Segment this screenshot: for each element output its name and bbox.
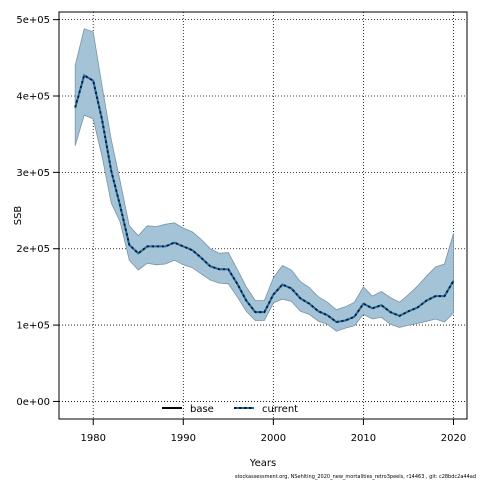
series-line-current — [74, 73, 455, 324]
x-tick-label-1990: 1990 — [171, 433, 196, 444]
y-tick-label-3e+05: 3e+05 — [16, 168, 50, 179]
y-tick-label-2e+05: 2e+05 — [16, 244, 50, 255]
x-tick-label-2000: 2000 — [261, 433, 286, 444]
footnote: stockassessment.org, NSehlting_2020_new_… — [235, 474, 476, 480]
legend-label-base: base — [190, 404, 214, 415]
y-tick-label-0e+00: 0e+00 — [16, 397, 50, 408]
plot-frame — [58, 11, 468, 420]
x-tick-label-2020: 2020 — [441, 433, 466, 444]
x-tick-label-2010: 2010 — [351, 433, 376, 444]
y-axis-label: SSB — [13, 206, 24, 226]
legend: base current — [162, 404, 298, 415]
legend-label-current: current — [262, 404, 298, 415]
series-line-current-dots — [74, 73, 455, 324]
grid-lines — [59, 12, 467, 419]
x-axis-label: Years — [249, 458, 276, 469]
confidence-band — [74, 28, 454, 332]
axes: 1980 1990 2000 2010 2020 0e+00 1e+05 2e+05 3e+05… — [16, 15, 466, 444]
y-tick-label-1e+05: 1e+05 — [16, 321, 50, 332]
y-tick-label-4e+05: 4e+05 — [16, 91, 50, 102]
y-tick-label-5e+05: 5e+05 — [16, 15, 50, 26]
x-tick-label-1980: 1980 — [80, 433, 105, 444]
